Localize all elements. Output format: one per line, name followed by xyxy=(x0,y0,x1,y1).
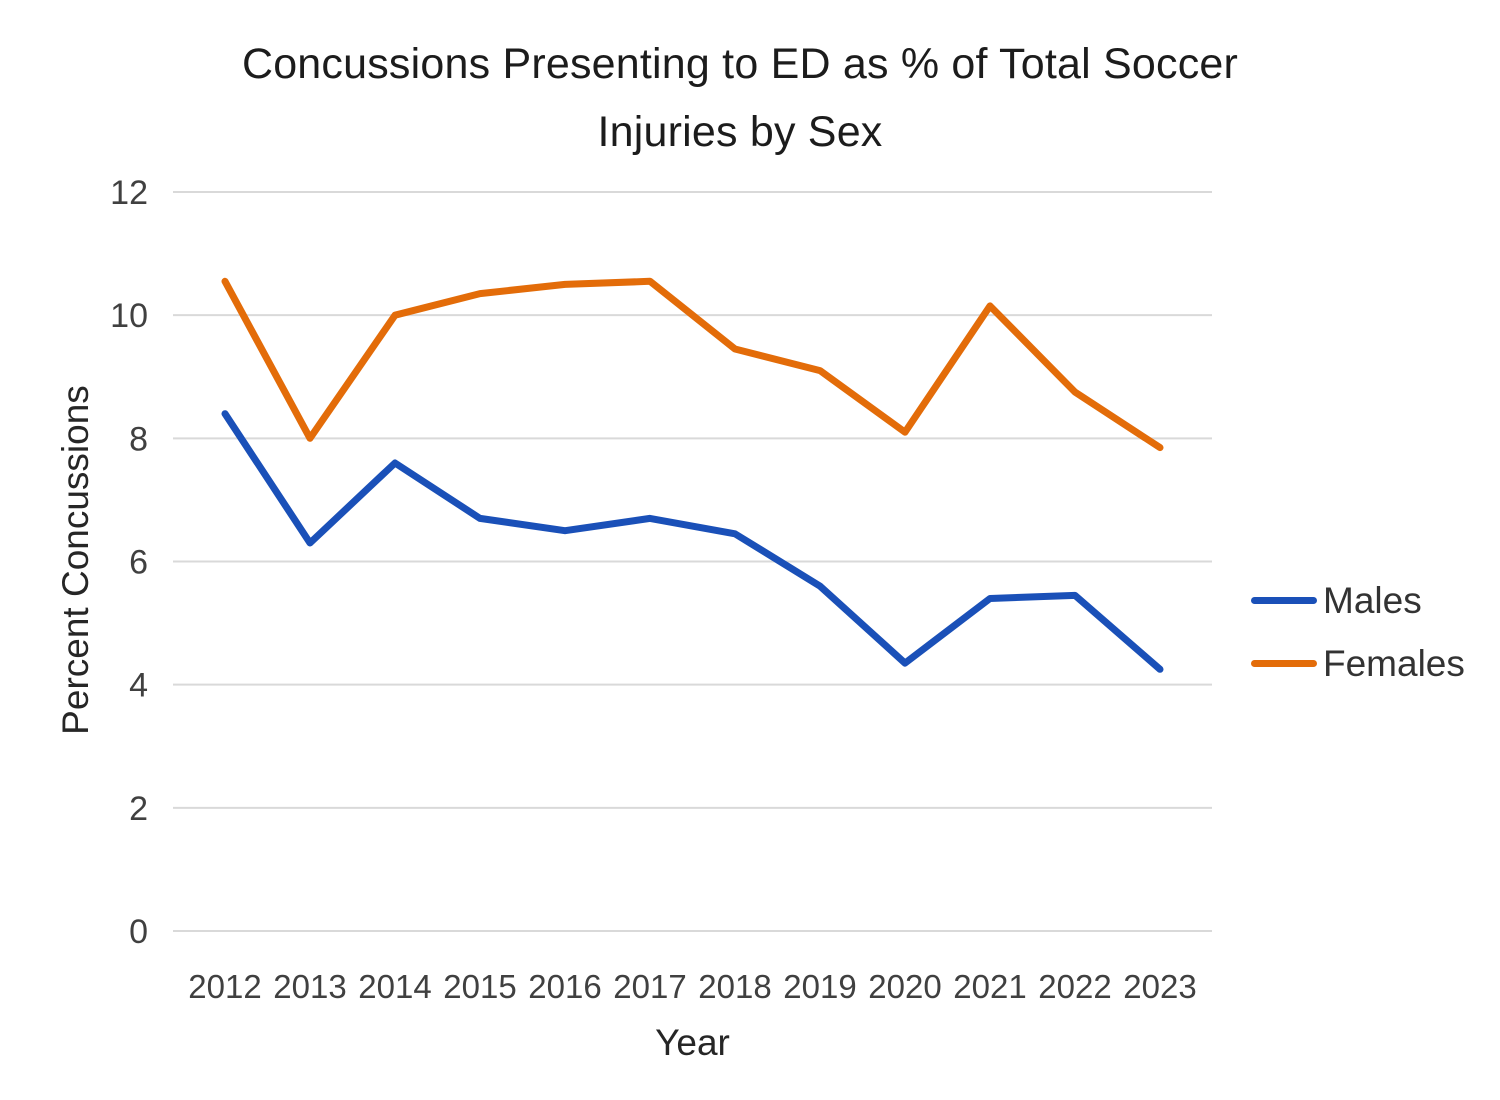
y-tick-0: 0 xyxy=(129,913,148,951)
y-tick-6: 6 xyxy=(129,544,148,582)
x-tick-2017: 2017 xyxy=(613,968,686,1005)
y-tick-12: 12 xyxy=(110,174,148,212)
chart-title: Concussions Presenting to ED as % of Tot… xyxy=(0,30,1480,166)
y-tick-4: 4 xyxy=(129,667,148,705)
legend-item-males: Males xyxy=(1251,582,1465,619)
x-tick-2013: 2013 xyxy=(273,968,346,1005)
series-line-males xyxy=(221,410,1164,673)
x-tick-2012: 2012 xyxy=(188,968,261,1005)
y-axis-label: Percent Concussions xyxy=(55,385,96,735)
x-tick-2018: 2018 xyxy=(698,968,771,1005)
chart-title-line-1: Concussions Presenting to ED as % of Tot… xyxy=(241,40,1239,88)
chart-title-line-2: Injuries by Sex xyxy=(597,108,883,156)
legend-label-females: Females xyxy=(1323,643,1465,684)
y-tick-2: 2 xyxy=(129,790,148,828)
x-axis-label: Year xyxy=(655,1022,730,1063)
x-tick-2016: 2016 xyxy=(528,968,601,1005)
legend: Males Females xyxy=(1251,582,1465,682)
x-tick-2022: 2022 xyxy=(1038,968,1111,1005)
x-tick-2020: 2020 xyxy=(868,968,941,1005)
x-tick-2019: 2019 xyxy=(783,968,856,1005)
series-line-females xyxy=(221,277,1164,452)
x-tick-2015: 2015 xyxy=(443,968,516,1005)
x-tick-2021: 2021 xyxy=(953,968,1026,1005)
x-tick-2014: 2014 xyxy=(358,968,431,1005)
legend-item-females: Females xyxy=(1251,645,1465,682)
females-line-swatch-icon xyxy=(1251,660,1317,667)
y-tick-10: 10 xyxy=(110,297,148,335)
males-line-swatch-icon xyxy=(1251,597,1317,604)
x-tick-2023: 2023 xyxy=(1123,968,1196,1005)
y-tick-8: 8 xyxy=(129,420,148,458)
legend-label-males: Males xyxy=(1323,580,1422,621)
